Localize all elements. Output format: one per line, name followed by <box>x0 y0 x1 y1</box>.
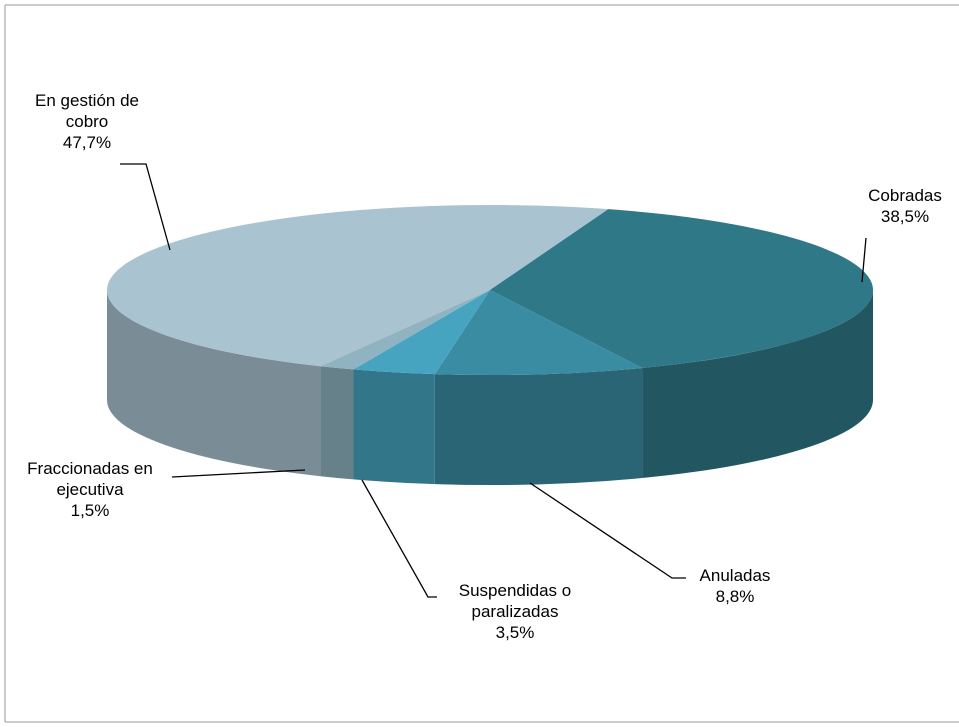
slices <box>107 205 874 485</box>
leader-lines <box>120 163 867 598</box>
leader-line <box>529 482 686 579</box>
slice-side <box>642 290 873 479</box>
label-name: Anuladas <box>699 566 771 585</box>
data-label: Fraccionadas en ejecutiva 1,5% <box>10 458 170 521</box>
slice-side <box>107 290 321 477</box>
slice <box>434 290 643 375</box>
slice-side <box>320 366 354 480</box>
slice <box>320 290 490 370</box>
slice-side <box>434 368 643 485</box>
label-name: Cobradas <box>868 186 942 205</box>
leader-line <box>171 469 306 478</box>
leader-line <box>861 237 867 283</box>
leader-line <box>120 163 171 251</box>
label-value: 1,5% <box>70 501 110 520</box>
data-label: Suspendidas o paralizadas 3,5% <box>420 580 610 643</box>
data-label: Anuladas 8,8% <box>665 565 805 607</box>
label-value: 38,5% <box>880 207 930 226</box>
slice-side <box>353 369 435 485</box>
data-label: En gestión de cobro 47,7% <box>12 90 162 153</box>
leader-line <box>361 479 437 598</box>
label-name: Fraccionadas en ejecutiva <box>27 459 153 499</box>
slice <box>490 209 874 369</box>
label-name: Suspendidas o paralizadas <box>458 581 572 621</box>
label-value: 3,5% <box>495 623 535 642</box>
label-value: 8,8% <box>715 587 755 606</box>
label-name: En gestión de cobro <box>35 91 139 131</box>
label-value: 47,7% <box>62 133 112 152</box>
data-label: Cobradas 38,5% <box>840 185 959 227</box>
slice <box>107 205 609 367</box>
slice <box>353 290 490 375</box>
